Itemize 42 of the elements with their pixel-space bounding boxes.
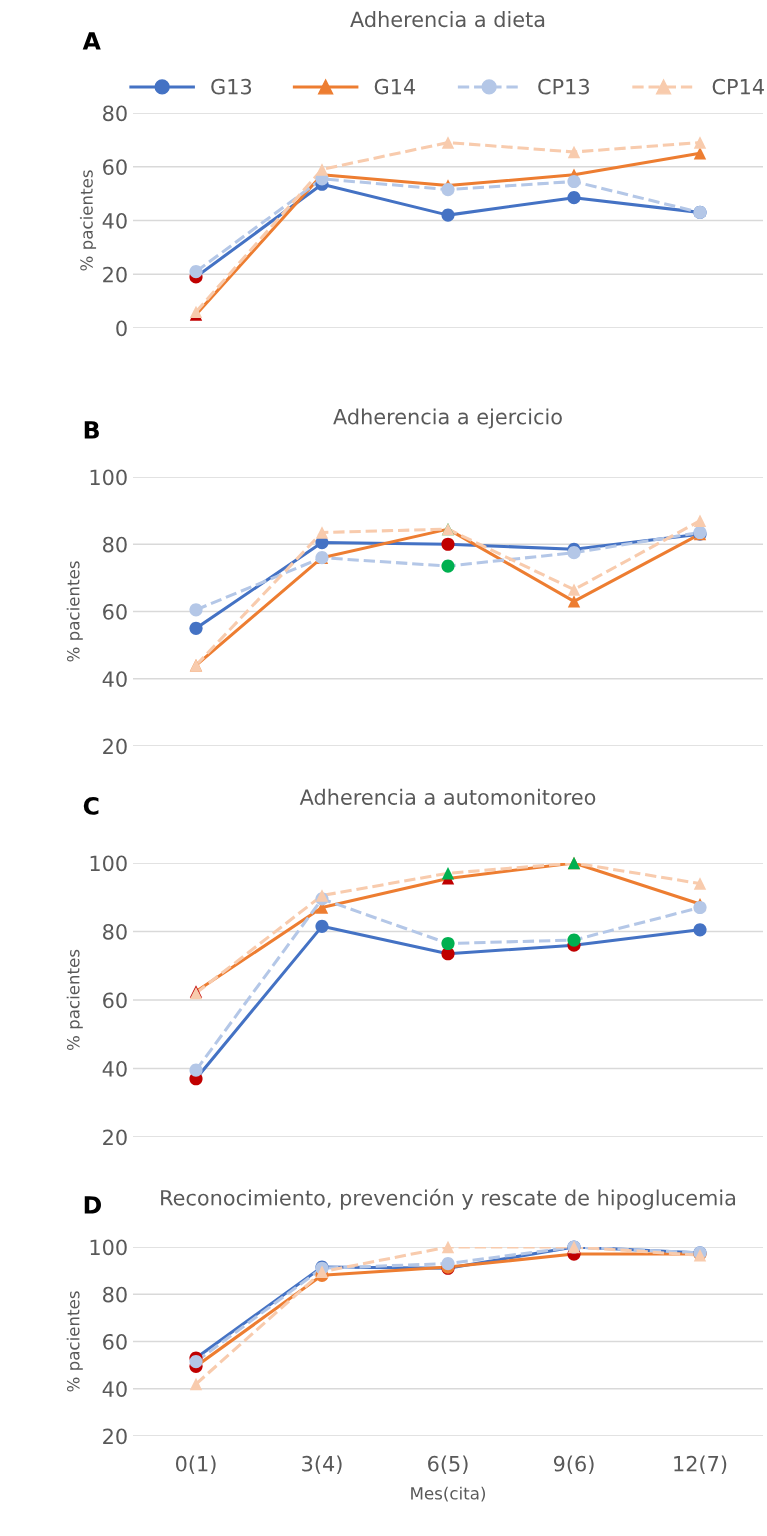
chart-title: Reconocimiento, prevención y rescate de hipoglucemia — [161, 1188, 736, 1210]
y-tick-label: 40 — [102, 212, 127, 229]
y-tick-label: 40 — [102, 1060, 127, 1077]
text: C — [83, 796, 99, 815]
legend-label: CP14 — [712, 78, 764, 95]
y-axis-title: % pacientes — [66, 949, 83, 1051]
y-tick-label: 80 — [103, 1286, 127, 1303]
text: B — [84, 421, 99, 439]
x-tick-label: 3(4) — [302, 1455, 342, 1475]
y-tick-label: 40 — [102, 671, 127, 687]
legend-label: CP13 — [538, 78, 589, 95]
y-tick-label: 0 — [116, 320, 127, 337]
y-tick-label: 60 — [103, 1333, 127, 1350]
y-tick-label: 20 — [103, 1129, 127, 1146]
legend-label: G14 — [374, 78, 416, 95]
y-tick-label: 20 — [103, 738, 127, 755]
y-tick-label: 80 — [103, 105, 127, 122]
y-tick-label: 100 — [90, 1239, 127, 1256]
y-tick-label: 20 — [103, 1428, 127, 1445]
y-axis-title: % pacientes — [79, 170, 97, 271]
x-tick-label: 0(1) — [175, 1455, 216, 1475]
y-axis-title: % pacientes — [66, 1291, 83, 1392]
text: D — [84, 1196, 101, 1214]
y-tick-label: 60 — [103, 992, 127, 1009]
y-tick-label: 100 — [90, 469, 127, 486]
y-tick-label: 40 — [102, 1381, 127, 1397]
x-tick-label: 12(7) — [674, 1455, 727, 1475]
x-axis-title: Mes(cita) — [411, 1486, 485, 1502]
y-tick-label: 60 — [103, 603, 127, 620]
legend-label: G13 — [211, 78, 252, 95]
y-axis-title: % pacientes — [66, 561, 83, 662]
chart-title: Adherencia a automonitoreo — [299, 788, 596, 805]
y-tick-label: 20 — [103, 266, 127, 283]
x-tick-label: 6(5) — [428, 1455, 468, 1475]
chart-title: Adherencia a dieta — [350, 11, 545, 28]
chart-title: Adherencia a ejercicio — [333, 408, 562, 429]
y-tick-label: 100 — [90, 855, 127, 872]
y-tick-label: 60 — [103, 159, 127, 175]
x-tick-label: 9(6) — [553, 1455, 594, 1475]
y-tick-label: 80 — [103, 536, 127, 553]
y-tick-label: 80 — [103, 923, 127, 940]
text: A — [82, 32, 101, 50]
